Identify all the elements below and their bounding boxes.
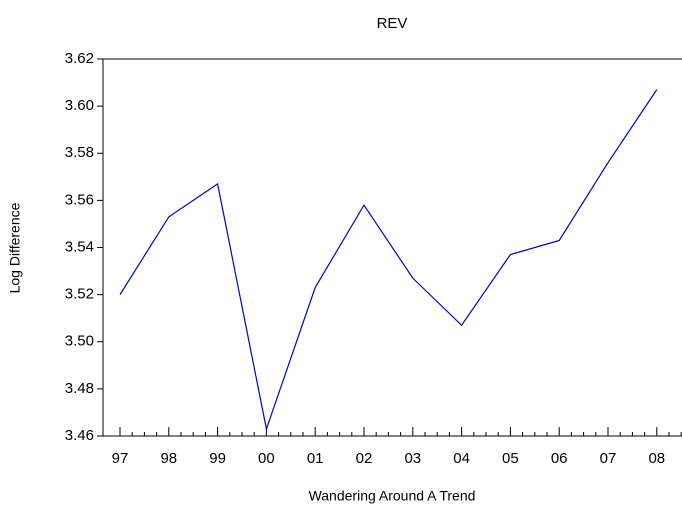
x-axis-label: Wandering Around A Trend bbox=[309, 488, 476, 504]
x-tick-label: 02 bbox=[356, 450, 373, 467]
x-tick-label: 99 bbox=[209, 450, 226, 467]
y-tick-label: 3.48 bbox=[65, 380, 94, 397]
y-tick-label: 3.46 bbox=[65, 427, 94, 444]
x-tick-label: 04 bbox=[453, 450, 470, 467]
series-line bbox=[119, 89, 658, 432]
x-tick-label: 01 bbox=[307, 450, 324, 467]
chart-title: REV bbox=[377, 15, 408, 32]
y-tick-label: 3.58 bbox=[65, 144, 94, 161]
x-tick-label: 03 bbox=[404, 450, 421, 467]
x-tick-label: 05 bbox=[502, 450, 519, 467]
x-tick-label: 08 bbox=[648, 450, 665, 467]
x-tick-label: 07 bbox=[600, 450, 617, 467]
y-tick-label: 3.50 bbox=[65, 333, 94, 350]
y-tick-label: 3.54 bbox=[65, 238, 94, 255]
x-tick-label: 06 bbox=[551, 450, 568, 467]
y-axis-label: Log Difference bbox=[7, 202, 23, 293]
x-tick-label: 98 bbox=[160, 450, 177, 467]
x-tick-label: 97 bbox=[112, 450, 129, 467]
y-tick-label: 3.56 bbox=[65, 191, 94, 208]
y-tick-label: 3.62 bbox=[65, 50, 94, 67]
y-tick-label: 3.60 bbox=[65, 97, 94, 114]
y-tick-label: 3.52 bbox=[65, 286, 94, 303]
x-tick-label: 00 bbox=[258, 450, 275, 467]
